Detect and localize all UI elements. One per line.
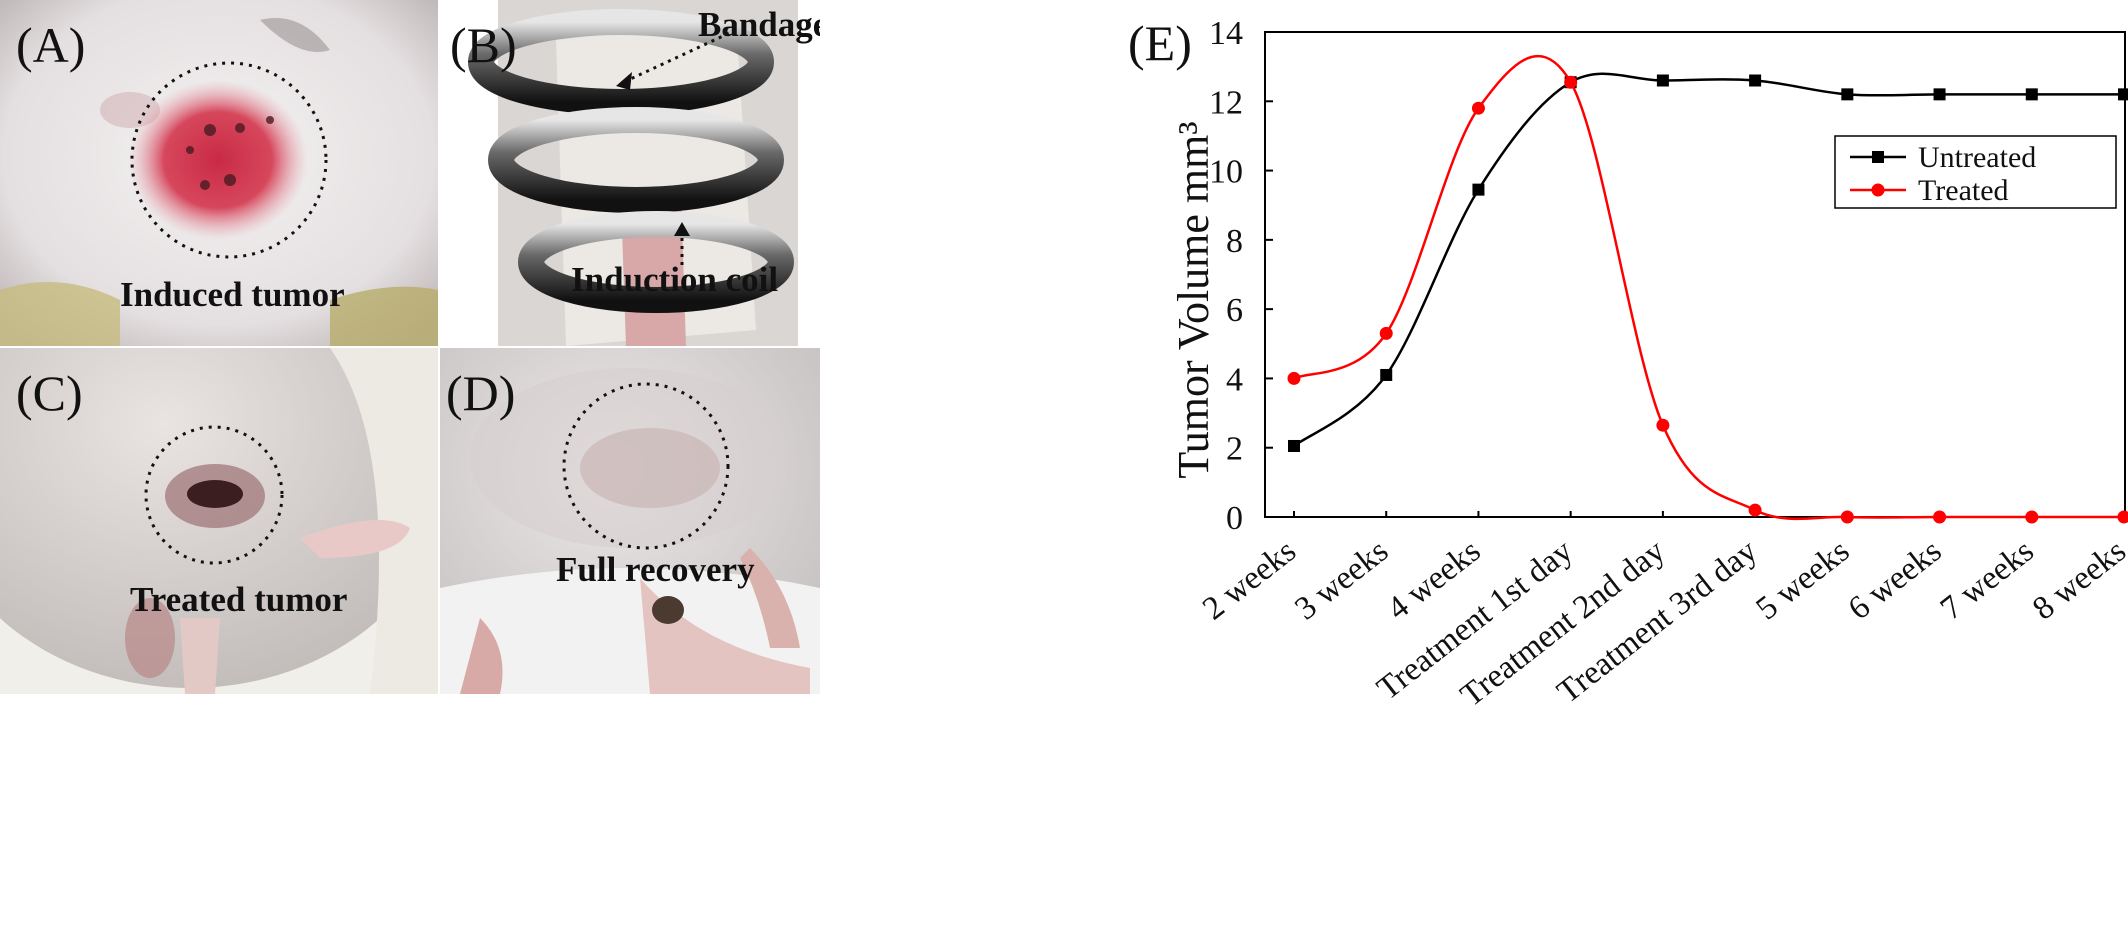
data-point-treated xyxy=(1840,510,1854,524)
data-point-treated xyxy=(1379,326,1393,340)
data-point-treated xyxy=(1564,75,1578,89)
data-point-treated xyxy=(1287,371,1301,385)
y-tick-label: 2 xyxy=(1226,431,1243,468)
legend-box xyxy=(1834,135,2117,209)
data-point-untreated xyxy=(1656,74,1669,87)
caption-bandage: Bandage xyxy=(698,5,820,44)
caption-induced-tumor: Induced tumor xyxy=(120,275,345,314)
x-tick-label: 2 weeks xyxy=(1196,533,1303,627)
y-tick-label: 8 xyxy=(1226,223,1243,260)
photo-panel-c: (C) Treated tumor xyxy=(0,348,438,694)
plot-frame xyxy=(1264,31,2126,518)
x-tick-label: 8 weeks xyxy=(2026,533,2128,627)
y-axis-label: Tumor Volume mm³ xyxy=(1169,121,1218,478)
data-point-treated xyxy=(1656,418,1670,432)
data-point-untreated xyxy=(1288,439,1300,452)
y-tick-label: 14 xyxy=(1209,15,1243,52)
y-tick-label: 12 xyxy=(1209,84,1243,121)
x-tick-label: 6 weeks xyxy=(1842,533,1949,627)
legend-marker-treated xyxy=(1871,183,1885,197)
data-point-treated xyxy=(1471,101,1485,115)
caption-induction-coil: Induction coil xyxy=(571,260,779,299)
panel-label-b: (B) xyxy=(450,17,517,73)
x-tick-label: 5 weeks xyxy=(1750,533,1857,627)
induced-tumor-photo xyxy=(0,0,438,346)
caption-full-recovery: Full recovery xyxy=(556,550,755,589)
data-point-untreated xyxy=(1472,183,1485,196)
panel-label-e: (E) xyxy=(1128,15,1192,71)
legend-marker-untreated xyxy=(1872,151,1884,163)
full-recovery-photo xyxy=(440,348,820,694)
data-point-untreated xyxy=(2025,88,2038,101)
data-point-treated xyxy=(1933,510,1947,524)
y-tick-label: 10 xyxy=(1209,154,1243,191)
data-point-untreated xyxy=(1841,88,1854,101)
x-tick-label: 3 weeks xyxy=(1288,533,1395,627)
panel-label-d: (D) xyxy=(446,365,516,421)
photo-panel-d: (D) Full recovery xyxy=(440,348,820,694)
y-tick-label: 4 xyxy=(1226,361,1243,398)
x-tick-label: 7 weeks xyxy=(1934,533,2041,627)
panel-label-c: (C) xyxy=(16,365,83,421)
induction-coil-photo xyxy=(446,0,820,346)
data-point-treated xyxy=(2025,510,2039,524)
panel-label-a: (A) xyxy=(16,17,86,73)
y-tick-label: 6 xyxy=(1226,292,1243,329)
data-point-treated xyxy=(1748,503,1762,517)
series-line-treated xyxy=(1293,55,2124,521)
legend-label-treated: Treated xyxy=(1918,174,2009,207)
data-point-untreated xyxy=(1380,368,1393,381)
caption-treated-tumor: Treated tumor xyxy=(130,580,348,619)
legend-label-untreated: Untreated xyxy=(1918,141,2036,174)
data-point-untreated xyxy=(1933,88,1946,101)
treated-tumor-photo xyxy=(0,348,438,694)
y-tick-label: 0 xyxy=(1226,500,1243,537)
data-point-untreated xyxy=(1749,74,1762,87)
photo-panel-b: (B) Bandage Induction coil xyxy=(446,0,820,346)
data-point-treated xyxy=(2117,510,2128,524)
data-point-untreated xyxy=(2118,88,2128,101)
photo-panel-a: (A) Induced tumor xyxy=(0,0,438,346)
